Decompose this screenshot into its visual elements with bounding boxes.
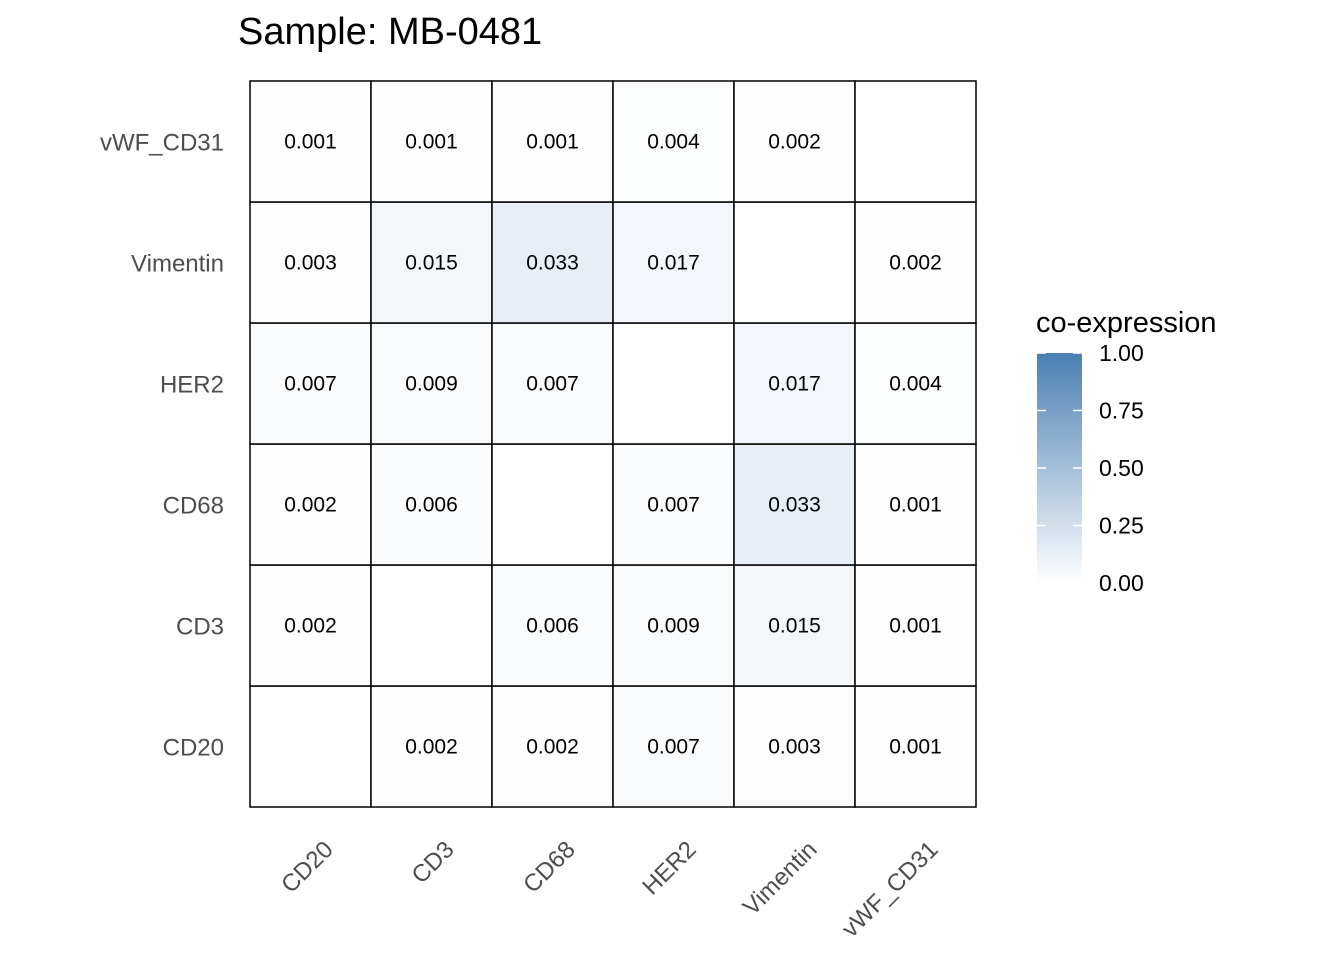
cell-value-label: 0.004 [647, 131, 700, 154]
y-axis-labels: CD20 CD3 CD68 HER2 Vimentin vWF_CD31 [100, 130, 224, 762]
cell-value-label: 0.017 [768, 373, 821, 396]
cell-value-label: 0.007 [284, 373, 337, 396]
cell-value-label: 0.002 [284, 494, 337, 517]
x-tick-label: HER2 [637, 836, 701, 900]
y-tick-label: vWF_CD31 [100, 130, 224, 157]
cell-value-label: 0.001 [889, 736, 942, 759]
heatmap-cells: 0.002 0.002 0.007 0.003 0.001 0.002 0.006 0.009… [249, 80, 977, 808]
heatmap-cell [249, 322, 372, 445]
x-tick-label: Vimentin [738, 836, 823, 921]
legend-tick-label: 0.75 [1099, 398, 1144, 424]
cell-value-label: 0.007 [526, 373, 579, 396]
x-tick-label: CD3 [407, 836, 460, 889]
cell-value-label: 0.015 [405, 252, 458, 275]
heatmap-cell [733, 201, 856, 324]
cell-value-label: 0.002 [284, 615, 337, 638]
heatmap-cell [491, 564, 614, 687]
heatmap-cell [491, 443, 614, 566]
cell-value-label: 0.033 [768, 494, 821, 517]
x-tick-label: CD68 [518, 836, 580, 898]
legend-tick-label: 0.00 [1099, 570, 1144, 596]
heatmap-cell [370, 443, 493, 566]
legend-title: co-expression [1036, 307, 1217, 339]
x-tick-label: CD20 [276, 836, 338, 898]
heatmap-cell [491, 201, 614, 324]
heatmap-cell [249, 201, 372, 324]
cell-value-label: 0.001 [405, 131, 458, 154]
heatmap-cell [612, 443, 735, 566]
chart-title: Sample: MB-0481 [238, 11, 542, 53]
heatmap-cell [612, 322, 735, 445]
heatmap-cell [854, 443, 977, 566]
legend-tick-label: 0.50 [1099, 455, 1144, 481]
heatmap-cell [370, 685, 493, 808]
heatmap-cell [612, 564, 735, 687]
heatmap-cell [612, 80, 735, 203]
y-tick-label: CD68 [163, 493, 224, 520]
y-tick-label: HER2 [160, 372, 224, 399]
heatmap-cell [491, 80, 614, 203]
cell-value-label: 0.017 [647, 252, 700, 275]
heatmap-cell [854, 685, 977, 808]
legend-tick-label: 0.25 [1099, 513, 1144, 539]
heatmap-cell [733, 322, 856, 445]
cell-value-label: 0.001 [526, 131, 579, 154]
cell-value-label: 0.006 [405, 494, 458, 517]
cell-value-label: 0.002 [768, 131, 821, 154]
heatmap-cell [854, 80, 977, 203]
y-tick-label: Vimentin [131, 251, 224, 278]
x-axis-labels: CD20 CD3 CD68 HER2 Vimentin vWF_CD31 [276, 836, 943, 943]
cell-value-label: 0.001 [889, 615, 942, 638]
cell-value-label: 0.009 [405, 373, 458, 396]
legend-tick-label: 1.00 [1099, 340, 1144, 366]
y-tick-label: CD20 [163, 735, 224, 762]
heatmap-cell [491, 322, 614, 445]
cell-value-label: 0.007 [647, 736, 700, 759]
heatmap-cell [854, 201, 977, 324]
heatmap-cell [370, 80, 493, 203]
cell-value-label: 0.003 [284, 252, 337, 275]
heatmap-cell [249, 685, 372, 808]
cell-value-label: 0.004 [889, 373, 942, 396]
heatmap-cell [733, 685, 856, 808]
cell-value-label: 0.009 [647, 615, 700, 638]
x-tick-label: vWF_CD31 [837, 836, 944, 943]
cell-value-label: 0.002 [526, 736, 579, 759]
heatmap-cell [491, 685, 614, 808]
cell-value-label: 0.002 [405, 736, 458, 759]
heatmap-cell [854, 322, 977, 445]
cell-value-label: 0.033 [526, 252, 579, 275]
cell-value-label: 0.001 [284, 131, 337, 154]
cell-value-label: 0.007 [647, 494, 700, 517]
heatmap-cell [733, 564, 856, 687]
heatmap-cell [854, 564, 977, 687]
cell-value-label: 0.001 [889, 494, 942, 517]
heatmap-cell [370, 322, 493, 445]
cell-value-label: 0.003 [768, 736, 821, 759]
cell-value-label: 0.002 [889, 252, 942, 275]
color-legend: co-expression 1.00 0.75 0.50 0.25 0.00 [1036, 307, 1217, 596]
cell-value-label: 0.006 [526, 615, 579, 638]
legend-ticks: 1.00 0.75 0.50 0.25 0.00 [1037, 340, 1144, 596]
heatmap-cell [249, 564, 372, 687]
cell-value-label: 0.015 [768, 615, 821, 638]
y-tick-label: CD3 [176, 614, 224, 641]
heatmap-cell [370, 564, 493, 687]
